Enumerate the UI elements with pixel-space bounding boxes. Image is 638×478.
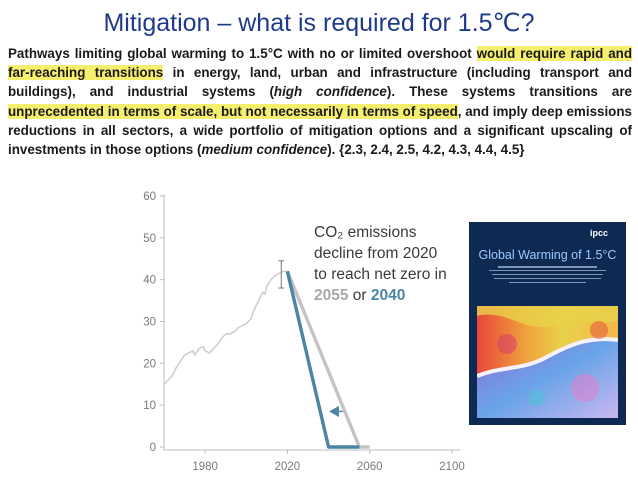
statement-text-3: ). These systems transitions are: [386, 84, 632, 100]
series-net-zero-2040: [285, 270, 360, 449]
annotation-connector: or: [348, 287, 370, 304]
page-title: Mitigation – what is required for 1.5℃?: [103, 9, 535, 37]
cover-artwork: [477, 306, 618, 418]
annotation-line-3: to reach net zero in: [314, 266, 447, 283]
annotation-line-4: 2055 or 2040: [314, 287, 405, 304]
y-tick-label: 0: [150, 442, 156, 454]
x-tick-label: 2020: [275, 461, 301, 473]
series-historical: [163, 270, 288, 385]
x-tick-label: 2100: [439, 461, 465, 473]
statement-text-4: , and imply deep emissions reductions in…: [8, 103, 632, 158]
x-tick-label: 1980: [192, 461, 218, 473]
y-tick-label: 30: [143, 317, 156, 329]
year-2055-label: 2055: [314, 287, 349, 304]
cover-subtitle-lines: [487, 266, 608, 285]
statement-paragraph: Pathways limiting global warming to 1.5°…: [8, 44, 633, 159]
y-tick-label: 60: [143, 191, 156, 203]
cover-title: Global Warming of 1.5°C: [478, 248, 617, 262]
annotation-line-1: CO₂ emissions: [314, 224, 417, 241]
report-cover-image: ipcc Global Warming of 1.5°C: [469, 222, 626, 425]
y-tick-label: 40: [143, 275, 156, 287]
annotation-line-2: decline from 2020: [314, 245, 438, 262]
ipcc-logo: ipcc: [589, 228, 608, 238]
x-tick-label: 2060: [357, 461, 383, 473]
y-tick-label: 10: [143, 400, 156, 412]
confidence-2: medium confidence: [201, 142, 328, 158]
year-2040-label: 2040: [371, 287, 405, 304]
statement-text-5: ). {2.3, 2.4, 2.5, 4.2, 4.3, 4.4, 4.5}: [327, 142, 525, 158]
statement-text-2: in energy, land, urban and infrastructur…: [8, 65, 632, 100]
confidence-1: high confidence: [273, 84, 387, 100]
statement-text-1: Pathways limiting global warming to 1.5°…: [8, 46, 477, 61]
emissions-chart: 0 10 20 30 40 50 60 1980 2020 2060 2100 CO₂ emiss…: [143, 191, 465, 473]
highlight-2: unprecedented in terms of scale, but not…: [8, 103, 458, 119]
y-tick-label: 50: [143, 233, 156, 245]
y-tick-label: 20: [143, 358, 156, 370]
